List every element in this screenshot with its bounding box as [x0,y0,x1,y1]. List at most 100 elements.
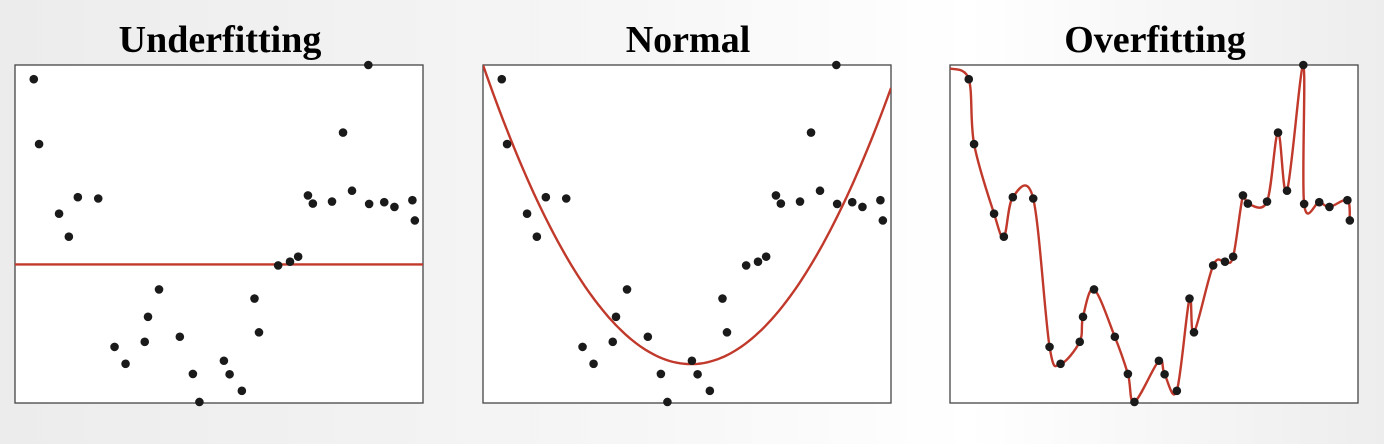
data-point [379,197,389,207]
data-point [989,209,999,219]
data-point [561,194,571,203]
data-point [338,128,348,137]
data-point [832,60,841,70]
data-point [795,197,805,206]
data-point [611,312,621,322]
data-point [93,194,103,203]
overfitting-panel: Overfitting [945,0,1365,444]
data-point [776,199,786,208]
data-point [687,356,697,366]
data-point [303,191,313,200]
data-point [502,139,512,149]
data-point [1172,386,1182,396]
data-point [1282,186,1292,196]
data-point [1089,285,1099,294]
data-point [1220,257,1230,267]
data-point [761,252,771,261]
data-point [815,186,825,196]
data-point [532,232,542,242]
data-point [1299,199,1309,209]
plot-frame [14,64,424,404]
data-point [347,186,357,196]
data-point [1160,369,1169,379]
data-point [806,128,816,137]
data-point [410,216,420,225]
data-point [143,312,153,322]
data-point [188,369,198,379]
data-point [293,252,303,261]
data-point [1185,294,1194,303]
data-point [1045,342,1054,352]
data-point [1228,252,1238,261]
data-point [858,202,867,212]
data-point [656,369,666,379]
data-point [1028,194,1038,203]
data-point [1208,261,1218,270]
data-point [876,195,885,205]
data-point [969,139,979,149]
overfitting-chart [949,60,1359,407]
data-point [1056,359,1065,369]
data-point [771,191,781,200]
data-point [608,337,618,347]
data-point [175,332,185,342]
normal-panel: Normal [478,0,898,444]
data-point [832,199,842,209]
data-point [254,328,264,337]
data-point [497,74,507,84]
data-point [1078,312,1088,322]
data-point [1343,195,1352,205]
data-point [722,328,732,337]
data-point [1110,332,1120,342]
data-point [1262,197,1272,206]
data-point [1238,191,1248,200]
data-point [327,197,337,206]
data-point [964,74,974,84]
plot-frame [949,64,1359,404]
data-point [1243,199,1253,208]
data-point [225,369,234,379]
data-point [1154,356,1164,366]
data-point [1299,60,1308,70]
data-point [741,261,751,270]
data-point [219,356,229,366]
data-point [589,359,598,369]
overfitting-title: Overfitting [1064,19,1246,61]
data-point [1130,397,1139,407]
normal-title: Normal [625,19,751,61]
data-point [121,359,130,369]
data-point [64,232,74,242]
data-point [1123,369,1133,379]
data-point [140,337,150,347]
data-point [73,192,83,202]
data-point [999,232,1009,242]
data-point [522,209,532,219]
underfitting-panel: Underfitting [10,0,430,444]
data-point [718,294,727,303]
data-point [285,257,295,267]
data-point [1189,328,1199,337]
data-point [578,342,587,352]
data-point [390,202,399,212]
data-point [273,261,283,270]
data-point [154,285,164,294]
data-point [693,369,702,379]
data-point [878,216,888,225]
data-point [1325,202,1334,212]
data-point [29,74,39,84]
data-point [753,257,763,267]
data-point [237,386,247,396]
data-point [541,192,551,202]
data-point [663,397,672,407]
data-point [34,139,44,149]
data-point [847,197,857,207]
data-point [308,199,318,208]
plot-frame [482,64,892,404]
data-point [1345,216,1355,225]
data-point [1075,337,1085,347]
data-point [408,195,417,205]
data-point [1273,128,1283,137]
data-point [364,199,374,209]
data-point [110,342,119,352]
underfitting-title: Underfitting [118,19,322,61]
